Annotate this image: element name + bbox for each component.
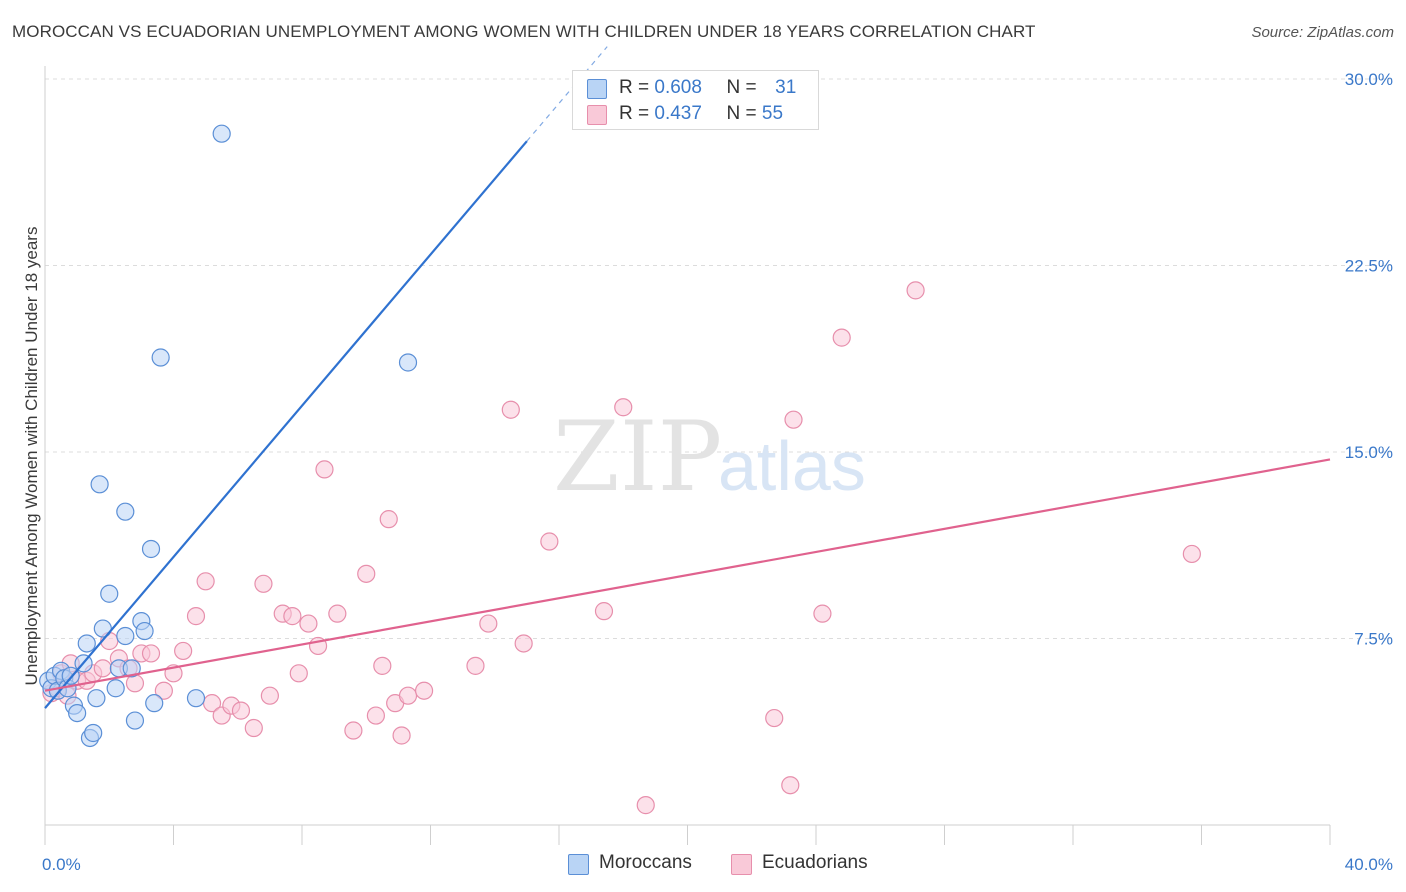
ecuadorians-point: [392, 726, 411, 745]
ecuadorians-point: [196, 572, 215, 591]
ecuadorians-point: [373, 656, 392, 675]
moroccans-point: [77, 634, 96, 653]
moroccans-point: [116, 626, 135, 646]
moroccans-trend-line: [44, 140, 528, 709]
ecuadorians-point: [636, 796, 655, 815]
x-tick-label: 40.0%: [1345, 855, 1393, 874]
correlation-legend: R = 0.608 N = 31 R = 0.437 N = 55: [572, 70, 819, 130]
r-value: 0.437: [654, 103, 702, 124]
ecuadorians-point: [614, 398, 633, 417]
ecuadorians-point: [357, 564, 376, 583]
n-value: 31: [775, 77, 797, 98]
moroccans-swatch: [587, 79, 607, 99]
ecuadorians-point: [186, 607, 206, 626]
ecuadorians-point: [765, 708, 784, 728]
ecuadorians-point: [514, 634, 533, 653]
source-credit: Source: ZipAtlas.com: [1251, 24, 1394, 41]
moroccans-point: [84, 723, 103, 743]
ecuadorians-point: [154, 681, 173, 700]
ecuadorians-point: [254, 574, 273, 593]
ecuadorians-point: [784, 410, 803, 429]
ecuadorians-point: [501, 400, 520, 419]
moroccans-point: [116, 502, 135, 521]
watermark-zip: ZIP: [553, 401, 722, 513]
moroccans-point: [100, 584, 119, 603]
legend-text-moroccans: R = 0.608 N = 31: [619, 77, 796, 99]
ecuadorians-point: [344, 721, 363, 740]
moroccans-point: [87, 689, 106, 708]
y-tick-label: 30.0%: [1345, 70, 1393, 89]
r-value: 0.608: [654, 77, 702, 98]
moroccans-point: [68, 703, 87, 723]
y-tick-label: 22.5%: [1345, 257, 1393, 276]
moroccans-point: [125, 711, 145, 730]
ecuadorians-point: [414, 681, 434, 700]
moroccans-point: [145, 694, 164, 713]
moroccans-trend-extension: [526, 46, 608, 142]
r-label: R =: [619, 77, 650, 98]
ecuadorians-legend-swatch: [731, 854, 752, 875]
moroccans-point: [90, 475, 109, 494]
ecuadorians-point: [832, 328, 851, 347]
moroccans-legend-swatch: [568, 854, 589, 875]
chart-title: MOROCCAN VS ECUADORIAN UNEMPLOYMENT AMON…: [12, 22, 1036, 41]
y-tick-label: 15.0%: [1345, 443, 1393, 462]
ecuadorians-point: [328, 604, 347, 623]
ecuadorians-trend-line: [44, 458, 1331, 692]
y-tick-label: 7.5%: [1354, 630, 1393, 649]
ecuadorians-point: [93, 659, 112, 678]
legend-text-ecuadorians: R = 0.437 N = 55: [619, 103, 783, 125]
grid-layer: [45, 78, 1392, 639]
ecuadorians-point: [906, 281, 925, 300]
ecuadorians-point: [231, 701, 251, 720]
ecuadorians-point: [299, 614, 318, 633]
moroccans-point: [135, 621, 154, 641]
watermark-atlas: atlas: [718, 427, 866, 505]
n-label: N =: [726, 103, 757, 124]
ecuadorians-point: [466, 656, 485, 675]
ecuadorians-point: [781, 776, 800, 795]
axis-layer: [44, 66, 1331, 845]
ecuadorians-legend-label: Ecuadorians: [762, 852, 868, 873]
moroccans-point: [122, 659, 141, 678]
ecuadorians-point: [540, 532, 559, 551]
moroccans-legend-label: Moroccans: [599, 852, 692, 873]
ecuadorians-point: [315, 460, 334, 479]
watermark: ZIP atlas: [553, 401, 866, 513]
moroccans-point: [106, 679, 125, 698]
ecuadorians-point: [366, 706, 385, 725]
ecuadorians-point: [283, 607, 302, 626]
ecuadorians-point: [1182, 544, 1201, 564]
ecuadorians-point: [141, 644, 161, 663]
ecuadorians-point: [398, 686, 418, 705]
ecuadorians-point: [244, 718, 263, 738]
moroccans-point: [186, 689, 206, 708]
ecuadorians-point: [379, 510, 398, 529]
moroccans-point: [398, 353, 418, 372]
moroccans-point: [212, 124, 231, 143]
ecuadorians-point: [289, 664, 308, 683]
x-tick-label: 0.0%: [42, 855, 81, 874]
ecuadorians-point: [174, 641, 193, 661]
ecuadorians-swatch: [587, 105, 607, 125]
ecuadorians-point: [594, 602, 614, 621]
moroccans-point: [151, 348, 170, 367]
n-value: 55: [761, 103, 784, 124]
moroccans-point: [141, 539, 161, 559]
ecuadorians-point: [260, 686, 279, 705]
ecuadorians-point: [813, 604, 832, 623]
trend-layer: [44, 46, 1331, 709]
ecuadorians-point: [479, 614, 498, 633]
r-label: R =: [619, 103, 650, 124]
ecuadorians-point: [125, 674, 145, 693]
n-label: N =: [726, 77, 757, 98]
tick-labels: 7.5% 15.0% 22.5% 30.0% 0.0% 40.0%: [42, 70, 1393, 874]
